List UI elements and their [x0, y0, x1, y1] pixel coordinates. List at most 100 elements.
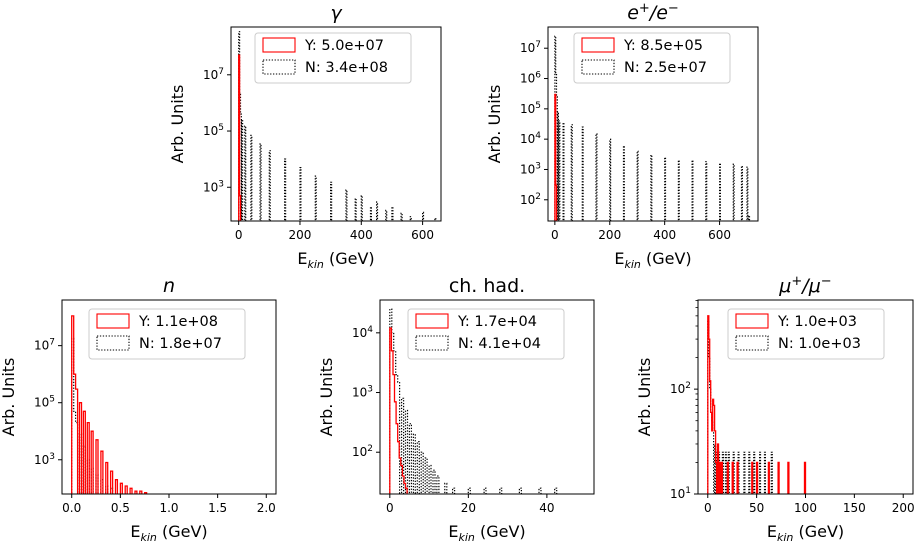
title-mid: /e: [648, 2, 668, 24]
panel-title: n: [163, 275, 175, 297]
y-axis-label: Arb. Units: [0, 358, 18, 437]
legend: Y: 5.0e+07 N: 3.4e+08: [254, 32, 412, 84]
x-axis-label: Ekin (GeV): [448, 522, 525, 544]
x-tick-label: 2.0: [257, 501, 276, 515]
x-tick-label: 20: [461, 501, 476, 515]
legend-label: N: 1.8e+07: [139, 336, 222, 352]
legend: Y: 1.0e+03 N: 1.0e+03: [727, 308, 885, 360]
legend-swatch-y: [415, 313, 449, 329]
y-axis-label: Arb. Units: [635, 358, 654, 437]
x-tick-label: 200: [289, 228, 312, 242]
x-tick-label: 1.0: [159, 501, 178, 515]
x-tick-label: 0: [235, 228, 243, 242]
y-axis-label: Arb. Units: [168, 85, 187, 164]
x-tick-label: 0: [386, 501, 394, 515]
panel-title: μ+/μ−: [778, 274, 831, 297]
plot-area: [554, 35, 751, 221]
x-tick-label: 400: [653, 228, 676, 242]
y-axis-label: Arb. Units: [317, 358, 336, 437]
series-y-histogram: [554, 93, 558, 221]
x-tick-label: 0: [704, 501, 712, 515]
legend-box: [254, 32, 412, 84]
legend: Y: 1.7e+04 N: 4.1e+04: [407, 308, 565, 360]
legend-label: Y: 1.7e+04: [457, 314, 537, 330]
x-tick-label: 0.0: [62, 501, 81, 515]
y-tick-label: 105: [520, 101, 541, 116]
y-tick-label: 102: [352, 444, 373, 459]
legend-swatch-y: [262, 37, 296, 53]
title-sup: −: [668, 1, 679, 16]
legend: Y: 8.5e+05 N: 2.5e+07: [573, 32, 731, 84]
legend-swatch-y: [581, 37, 615, 53]
plot-area: [389, 308, 558, 494]
legend-label: Y: 8.5e+05: [623, 38, 703, 54]
legend-label: Y: 5.0e+07: [304, 38, 384, 54]
title-sup: −: [821, 274, 832, 289]
y-tick-label: 104: [520, 131, 541, 146]
y-tick-label: 107: [203, 67, 224, 82]
title-sup: +: [791, 274, 802, 289]
title-main: ch. had.: [449, 275, 525, 297]
legend-swatch-n: [735, 335, 769, 351]
legend-swatch-n: [262, 59, 296, 75]
y-tick-label: 103: [352, 385, 373, 400]
series-n-histogram: [71, 337, 123, 494]
legend-box: [88, 308, 246, 360]
axes-frame: [379, 299, 595, 495]
legend-label: Y: 1.1e+08: [138, 314, 218, 330]
legend-box: [407, 308, 565, 360]
legend: Y: 1.1e+08 N: 1.8e+07: [88, 308, 246, 360]
axes-frame: [230, 26, 442, 222]
y-tick-label: 105: [34, 395, 55, 410]
y-tick-label: 107: [34, 338, 55, 353]
x-tick-label: 600: [411, 228, 434, 242]
x-tick-label: 0.5: [111, 501, 130, 515]
x-tick-label: 150: [843, 501, 866, 515]
y-tick-label: 104: [352, 325, 373, 340]
y-tick-label: 101: [670, 486, 691, 501]
x-tick-label: 100: [794, 501, 817, 515]
x-tick-label: 1.5: [208, 501, 227, 515]
series-y-histogram: [71, 315, 153, 494]
title-main: μ: [778, 275, 791, 297]
y-tick-label: 103: [34, 452, 55, 467]
legend-swatch-n: [415, 335, 449, 351]
title-main: n: [163, 275, 175, 297]
x-tick-label: 50: [749, 501, 764, 515]
legend-swatch-y: [96, 313, 130, 329]
title-sup: +: [639, 1, 650, 16]
x-tick-label: 0: [551, 228, 559, 242]
axes-frame: [547, 26, 759, 222]
title-main: γ: [330, 2, 343, 24]
legend-label: N: 4.1e+04: [458, 336, 541, 352]
legend-label: N: 3.4e+08: [305, 60, 388, 76]
legend-box: [727, 308, 885, 360]
x-tick-label: 200: [892, 501, 915, 515]
x-tick-label: 400: [350, 228, 373, 242]
x-axis-label: Ekin (GeV): [130, 522, 207, 544]
panel-muon: μ+/μ− 0 50 100 150 200 101 102 Ekin (GeV) Arb. Un…: [635, 274, 915, 544]
series-n-histogram: [554, 35, 751, 221]
plot-area: [238, 31, 437, 221]
x-tick-label: 600: [708, 228, 731, 242]
y-tick-label: 103: [520, 161, 541, 176]
panel-gamma: γ 0 200 400 600 103 105 107 Ekin (GeV) Arb. Units…: [168, 2, 442, 271]
series-y-histogram: [707, 315, 807, 494]
legend-label: N: 2.5e+07: [624, 60, 707, 76]
x-axis-label: Ekin (GeV): [614, 249, 691, 271]
panel-title: ch. had.: [449, 275, 525, 297]
plot-area: [707, 315, 807, 494]
panel-chhad: ch. had. 0 20 40 102 103 104 Ekin (GeV) Arb. Uni…: [317, 275, 595, 544]
panel-electron: e+/e− 0 200 400 600 102 103 104 105 106 107 Ekin (G…: [485, 1, 759, 271]
y-axis-label: Arb. Units: [485, 85, 504, 164]
panel-title: e+/e−: [627, 1, 679, 24]
legend-swatch-n: [96, 335, 130, 351]
series-y-histogram: [389, 327, 408, 494]
legend-box: [573, 32, 731, 84]
legend-label: N: 1.0e+03: [778, 336, 861, 352]
x-axis-label: Ekin (GeV): [767, 522, 844, 544]
legend-swatch-n: [581, 59, 615, 75]
x-tick-label: 40: [539, 501, 554, 515]
title-mid: /μ: [800, 275, 821, 297]
panel-title: γ: [330, 2, 343, 24]
